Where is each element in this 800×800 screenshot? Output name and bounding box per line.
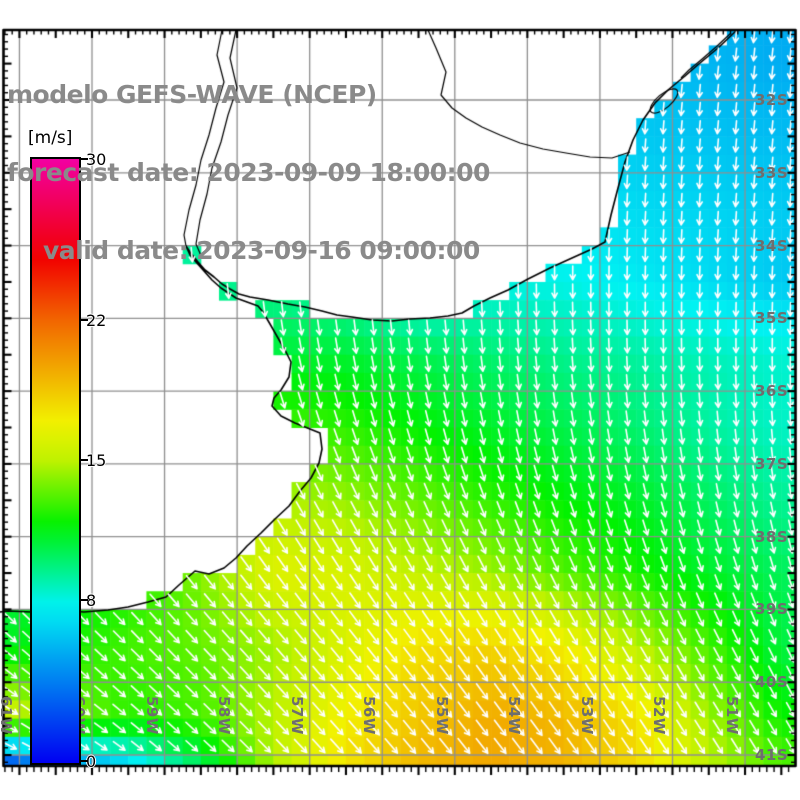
lon-label: 52W	[650, 696, 669, 735]
lon-label: 59W	[142, 696, 161, 735]
lat-label: 34S	[755, 236, 789, 255]
colorbar-tick-label: 22	[86, 310, 107, 330]
lat-label: 41S	[755, 746, 789, 765]
lon-label: 61W	[0, 696, 16, 735]
lat-label: 40S	[755, 673, 789, 692]
valid-date: valid date: 2023-09-16 09:00:00	[43, 236, 480, 265]
lat-label: 36S	[755, 382, 789, 401]
colorbar-tick-label: 0	[86, 752, 97, 771]
lat-label: 38S	[755, 527, 789, 546]
colorbar-tick-label: 8	[86, 591, 97, 611]
model-title: modelo GEFS-WAVE (NCEP)	[7, 80, 377, 109]
lon-label: 58W	[215, 696, 234, 735]
map-title-block: modelo GEFS-WAVE (NCEP) forecast date: 2…	[7, 30, 490, 316]
colorbar-tick-mark	[81, 459, 88, 461]
lat-label: 33S	[755, 163, 789, 182]
colorbar	[30, 157, 81, 765]
lon-label: 51W	[723, 696, 742, 735]
lon-label: 54W	[505, 696, 524, 735]
colorbar-tick-label: 15	[86, 451, 107, 470]
lon-label: 57W	[287, 696, 306, 735]
lon-label: 56W	[360, 696, 379, 735]
lat-label: 37S	[755, 454, 789, 473]
lat-label: 35S	[755, 309, 789, 328]
lat-label: 32S	[755, 91, 789, 109]
forecast-date: forecast date: 2023-09-09 18:00:00	[7, 158, 490, 187]
colorbar-tick-mark	[81, 158, 88, 160]
colorbar-tick-mark	[81, 318, 88, 321]
colorbar-unit-label: [m/s]	[28, 128, 73, 148]
lon-label: 53W	[577, 696, 596, 735]
colorbar-tick-label: 30	[86, 150, 107, 169]
colorbar-tick-mark	[81, 760, 88, 762]
lat-label: 39S	[755, 600, 789, 619]
lon-label: 55W	[432, 696, 451, 735]
colorbar-tick-mark	[81, 599, 88, 602]
